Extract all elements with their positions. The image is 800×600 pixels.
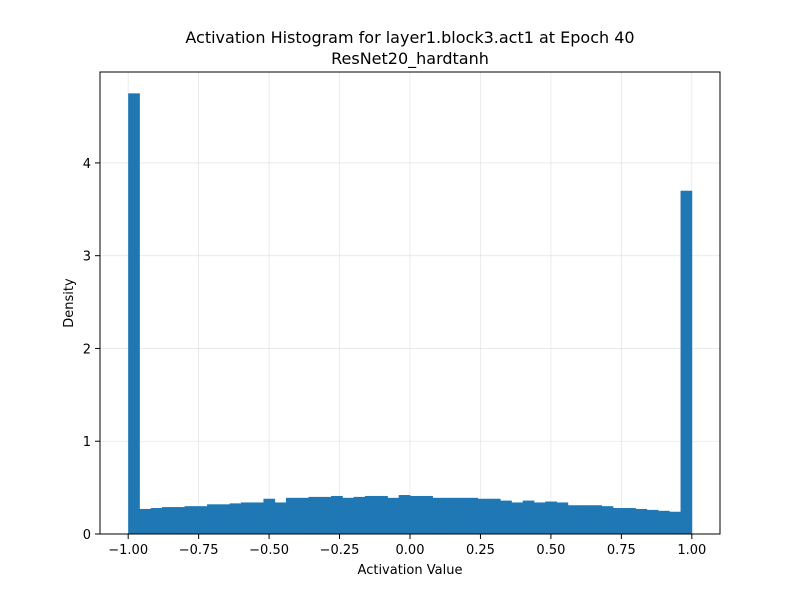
- histogram-bar: [342, 497, 355, 534]
- histogram-bar: [319, 496, 332, 534]
- x-tick-label: −0.50: [249, 543, 289, 558]
- chart-subtitle: ResNet20_hardtanh: [331, 49, 489, 69]
- histogram-bar: [500, 500, 512, 534]
- histogram-bar: [635, 508, 648, 534]
- histogram-bar: [601, 506, 614, 534]
- histogram-bar: [286, 497, 298, 534]
- x-tick-label: −0.25: [320, 543, 360, 558]
- histogram-bar: [680, 190, 693, 534]
- histogram-bar: [229, 503, 242, 534]
- histogram-bar: [263, 498, 276, 534]
- y-axis-ticks: 0 1 2 3 4: [83, 157, 100, 543]
- x-tick-label: 0.00: [396, 543, 425, 558]
- y-tick-label: 0: [83, 528, 91, 543]
- histogram-bar: [376, 495, 388, 534]
- x-tick-label: 0.75: [607, 543, 636, 558]
- histogram-bar: [308, 496, 321, 534]
- histogram-bar: [658, 510, 670, 534]
- histogram-bar: [466, 497, 479, 534]
- histogram-bar: [398, 495, 411, 534]
- histogram-bar: [646, 509, 659, 534]
- histogram-bar: [128, 93, 140, 535]
- histogram-bar: [579, 505, 591, 534]
- histogram-bar: [252, 502, 264, 534]
- x-tick-label: 0.50: [536, 543, 565, 558]
- x-axis-label: Activation Value: [358, 563, 463, 578]
- histogram-bar: [195, 506, 208, 534]
- chart-title: Activation Histogram for layer1.block3.a…: [185, 28, 634, 47]
- y-tick-label: 3: [83, 250, 91, 265]
- histogram-bar: [387, 497, 400, 534]
- histogram-bar: [455, 497, 467, 534]
- histogram-bar: [364, 495, 377, 534]
- x-tick-label: −0.75: [179, 543, 219, 558]
- histogram-bar: [624, 508, 636, 534]
- histogram-bar: [511, 502, 524, 534]
- histogram-bar: [331, 495, 343, 534]
- histogram-bar: [184, 506, 197, 534]
- histogram-bar: [240, 502, 253, 534]
- y-axis-label: Density: [62, 278, 77, 328]
- histogram-bar: [545, 501, 557, 534]
- histogram-bar: [612, 508, 625, 534]
- histogram-bar: [150, 508, 163, 534]
- histogram-bar: [443, 497, 456, 534]
- histogram-bar: [274, 502, 287, 534]
- histogram-bar: [173, 507, 185, 534]
- y-tick-label: 1: [83, 435, 91, 450]
- histogram-bars: [128, 93, 693, 535]
- histogram-bar: [488, 498, 501, 534]
- histogram-bar: [534, 502, 546, 534]
- histogram-bar: [297, 497, 309, 534]
- histogram-bar: [477, 498, 490, 534]
- histogram-bar: [669, 511, 681, 534]
- x-tick-label: 1.00: [677, 543, 706, 558]
- x-tick-label: −1.00: [108, 543, 148, 558]
- y-tick-label: 2: [83, 342, 91, 357]
- histogram-bar: [218, 504, 231, 534]
- histogram-bar: [139, 508, 152, 534]
- histogram-bar: [556, 502, 569, 534]
- histogram-bar: [207, 504, 219, 534]
- histogram-bar: [410, 495, 422, 534]
- histogram-bar: [421, 495, 433, 534]
- x-axis-ticks: −1.00 −0.75 −0.50 −0.25 0.00 0.25 0.50 0.75 1.00: [108, 534, 706, 558]
- x-tick-label: 0.25: [466, 543, 495, 558]
- histogram-bar: [522, 500, 535, 534]
- histogram-bar: [162, 507, 174, 534]
- y-tick-label: 4: [83, 157, 91, 172]
- histogram-bar: [432, 497, 445, 534]
- histogram-bar: [353, 496, 366, 534]
- histogram-bar: [567, 505, 580, 534]
- histogram-bar: [590, 505, 603, 534]
